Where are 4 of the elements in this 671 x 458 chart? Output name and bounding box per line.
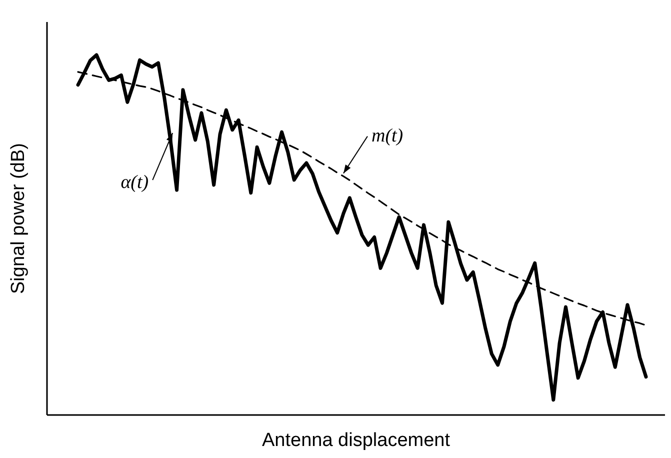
- text: m(t): [371, 125, 404, 146]
- series-label: α(t): [120, 172, 149, 193]
- x-axis-title: Antenna displacement: [262, 430, 451, 451]
- y-axis-title: Signal power (dB): [8, 142, 29, 294]
